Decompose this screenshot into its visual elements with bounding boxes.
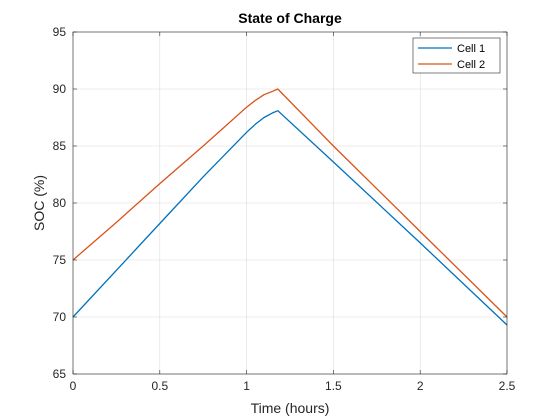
legend-label-cell-1: Cell 1 (457, 43, 485, 55)
x-tick-label: 1 (243, 379, 250, 393)
y-tick-label: 80 (53, 196, 67, 210)
chart-title: State of Charge (238, 10, 342, 26)
y-tick-label: 90 (53, 82, 67, 96)
grid-lines (72, 31, 508, 375)
tick-marks (72, 31, 508, 375)
x-tick-label: 2 (417, 379, 424, 393)
legend-box (412, 37, 501, 74)
x-axis-label: Time (hours) (251, 400, 330, 416)
x-tick-label: 2.5 (499, 379, 516, 393)
y-tick-label: 85 (53, 139, 67, 153)
y-tick-label: 70 (53, 310, 67, 324)
legend-label-cell-2: Cell 2 (457, 59, 485, 71)
x-tick-label: 0.5 (151, 379, 168, 393)
series-line-cell-1 (72, 110, 508, 326)
x-tick-label: 0 (70, 379, 77, 393)
y-tick-label: 75 (53, 253, 67, 267)
legend: Cell 1 Cell 2 (412, 37, 501, 74)
y-tick-label: 65 (53, 367, 67, 381)
series-lines (72, 88, 508, 326)
series-line-cell-2 (72, 88, 508, 318)
y-axis-label: SOC (%) (31, 175, 47, 231)
y-tick-label: 95 (53, 25, 67, 39)
tick-labels: 0 0.5 1 1.5 2 2.5 65 70 75 80 85 90 95 (53, 25, 516, 393)
x-tick-label: 1.5 (325, 379, 342, 393)
